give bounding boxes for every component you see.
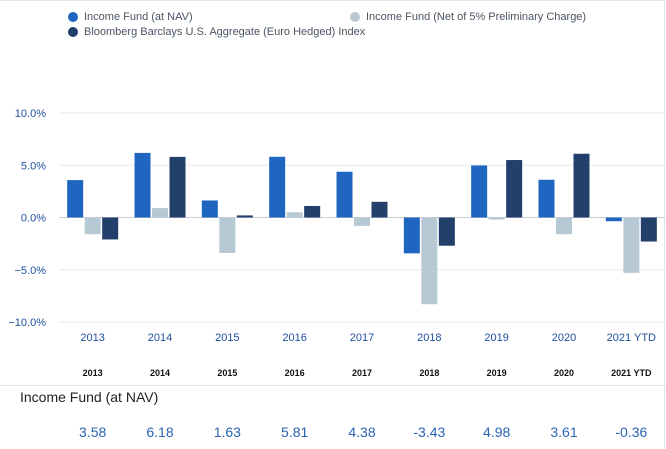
table-header-cell: 2015: [217, 368, 238, 378]
table-cell: -3.43: [413, 424, 446, 440]
x-tick-label: 2019: [484, 332, 508, 344]
y-tick-label: 10.0%: [15, 108, 46, 120]
bar-0-2015: [201, 200, 218, 218]
table-header-row: 2013 2014 2015 2016 2017 2018 2019 2020 2021 YTD: [0, 368, 666, 382]
legend-dot-icon: [68, 12, 78, 22]
x-tick-label: 2020: [552, 332, 576, 344]
bar-0-2018: [403, 217, 420, 254]
legend-label: Bloomberg Barclays U.S. Aggregate (Euro …: [84, 26, 366, 38]
legend-dot-icon: [350, 12, 360, 22]
table-divider: [0, 385, 666, 386]
table-header-cell: 2020: [553, 368, 575, 378]
bar-1-2021-ytd: [623, 217, 640, 273]
table-cell: 3.61: [550, 424, 578, 440]
bar-2-2013: [102, 217, 119, 240]
bar-1-2017: [354, 217, 370, 226]
table-header-cell: 2021 YTD: [611, 368, 652, 378]
table-header-cell: 2013: [82, 368, 103, 378]
table-header-cell: 2017: [351, 368, 373, 378]
table-cell: -0.36: [615, 424, 648, 440]
bar-2-2019: [506, 160, 523, 218]
bar-2-2020: [573, 153, 590, 218]
table-cell: 5.81: [281, 424, 309, 440]
bar-1-2015: [219, 217, 236, 254]
table-row-label: Income Fund (at NAV): [20, 389, 159, 405]
bar-1-2019: [488, 217, 505, 220]
bar-1-2014: [152, 208, 168, 218]
table-row: 3.58 6.18 1.63 5.81 4.38 -3.43 4.98 3.61 -0.36: [0, 424, 666, 442]
y-tick-label: 0.0%: [21, 213, 46, 225]
table-cell: 4.98: [483, 424, 511, 440]
bar-0-2016: [269, 156, 286, 218]
table-header-cell: 2014: [149, 368, 171, 378]
bar-0-2014: [134, 152, 151, 218]
x-tick-label: 2015: [215, 332, 239, 344]
bar-1-2016: [286, 212, 303, 218]
bar-2-2016: [304, 206, 321, 218]
legend-item-index[interactable]: Bloomberg Barclays U.S. Aggregate (Euro …: [68, 26, 365, 38]
bar-1-2013: [84, 217, 101, 235]
x-tick-label: 2016: [282, 332, 306, 344]
y-tick-label: 5.0%: [21, 160, 46, 172]
table-cell: 1.63: [213, 424, 241, 440]
x-tick-label: 2021 YTD: [607, 332, 656, 344]
table-header-cell: 2016: [284, 368, 305, 378]
table-header-cell: 2019: [486, 368, 507, 378]
legend-item-income-fund-net[interactable]: Income Fund (Net of 5% Preliminary Charg…: [350, 11, 586, 23]
bar-2-2017: [371, 201, 388, 218]
y-tick-label: −10.0%: [8, 317, 46, 329]
legend-dot-icon: [68, 27, 78, 37]
x-tick-label: 2014: [148, 332, 172, 344]
y-tick-label: −5.0%: [15, 265, 47, 277]
bar-0-2019: [471, 165, 488, 218]
x-tick-label: 2018: [417, 332, 441, 344]
legend-label: Income Fund (at NAV): [84, 11, 193, 23]
bar-0-2020: [538, 179, 555, 218]
x-tick-label: 2017: [350, 332, 374, 344]
bar-0-2017: [336, 171, 353, 218]
table-cell: 4.38: [348, 424, 376, 440]
table-cell: 3.58: [79, 424, 107, 440]
bar-1-2020: [556, 217, 572, 235]
bar-0-2021-ytd: [605, 217, 622, 222]
table-header-cell: 2018: [419, 368, 440, 378]
bar-0-2013: [67, 180, 84, 218]
legend-label: Income Fund (Net of 5% Preliminary Charg…: [366, 11, 587, 23]
bar-2-2015: [236, 215, 253, 218]
bar-chart: 10.0% 5.0% 0.0% −5.0% −10.0% 2013 2014 2015 2016…: [8, 108, 665, 344]
bar-2-2021-ytd: [640, 217, 657, 242]
legend-item-income-fund-nav[interactable]: Income Fund (at NAV): [68, 11, 193, 23]
x-tick-label: 2013: [80, 332, 104, 344]
bar-1-2018: [421, 217, 438, 305]
table-cell: 6.18: [146, 424, 174, 440]
bar-2-2018: [438, 217, 455, 246]
bar-2-2014: [169, 156, 186, 218]
